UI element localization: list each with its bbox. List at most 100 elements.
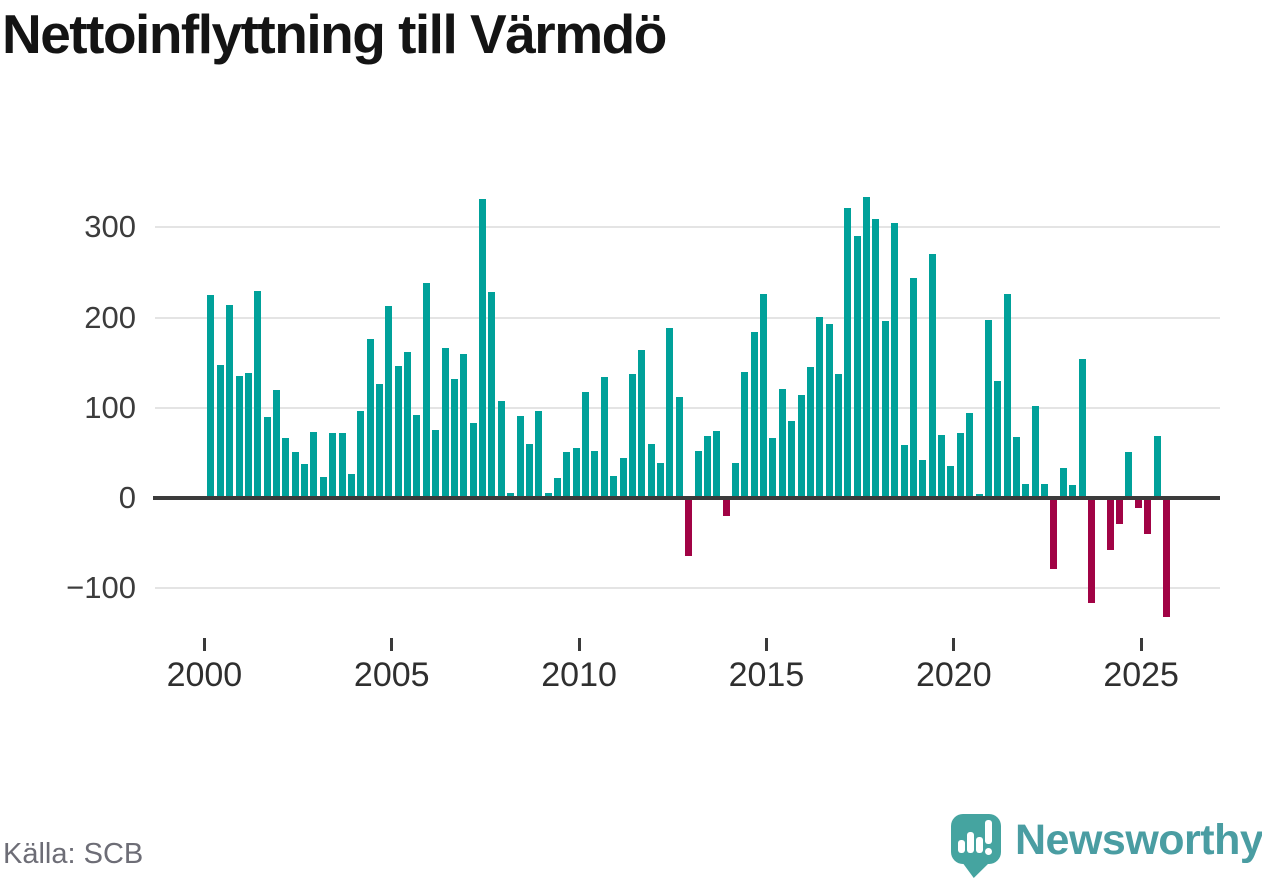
bar <box>825 323 833 498</box>
bar <box>685 498 693 556</box>
x-axis-tick-label: 2010 <box>541 656 617 694</box>
bar <box>994 380 1002 498</box>
bar <box>1069 485 1077 498</box>
bar <box>1059 468 1067 498</box>
bar <box>244 372 252 498</box>
bar <box>507 493 515 498</box>
x-axis-tick <box>390 638 394 651</box>
bar <box>919 460 927 498</box>
bar <box>938 434 946 498</box>
x-axis-tick <box>952 638 956 651</box>
logo-chart-bar-icon <box>967 832 974 853</box>
bar <box>741 371 749 498</box>
logo-exclamation-icon <box>985 820 992 844</box>
bar <box>1078 359 1086 498</box>
bar <box>769 438 777 498</box>
bar <box>282 438 290 498</box>
x-axis-tick-label: 2015 <box>728 656 805 694</box>
bar <box>310 432 318 498</box>
bar <box>778 388 786 498</box>
bar <box>1087 498 1095 603</box>
bar <box>525 443 533 498</box>
bar <box>638 350 646 498</box>
logo-chart-bar-icon <box>976 837 983 853</box>
bar <box>1134 498 1142 508</box>
bar <box>1003 294 1011 498</box>
bar <box>947 465 955 498</box>
bar <box>422 283 430 498</box>
bar <box>497 401 505 498</box>
bar <box>675 396 683 498</box>
bar <box>628 373 636 498</box>
bar <box>1041 484 1049 498</box>
bar <box>591 451 599 498</box>
logo-exclamation-dot-icon <box>985 848 992 855</box>
gridline <box>155 316 1220 319</box>
bar <box>731 462 739 498</box>
x-axis-line <box>153 496 1220 500</box>
newsworthy-logo: Newsworthy <box>951 814 1262 879</box>
bar <box>1144 498 1152 535</box>
bar <box>853 235 861 498</box>
bar <box>479 199 487 498</box>
bar <box>254 290 262 498</box>
bar <box>900 444 908 498</box>
bar <box>460 353 468 498</box>
y-axis-tick-label: 200 <box>84 299 136 335</box>
bar <box>1106 498 1114 551</box>
bar <box>984 320 992 498</box>
bar <box>909 277 917 498</box>
bar <box>1031 405 1039 498</box>
bar <box>563 451 571 498</box>
bar <box>797 395 805 498</box>
bar <box>535 410 543 498</box>
bar <box>760 294 768 498</box>
bar <box>1022 484 1030 498</box>
bar <box>863 196 871 498</box>
bar <box>572 448 580 498</box>
bar <box>432 430 440 498</box>
bar <box>516 415 524 498</box>
bar <box>263 416 271 498</box>
bar <box>835 373 843 498</box>
y-axis-tick-label: 100 <box>84 389 136 425</box>
bar <box>357 410 365 498</box>
bar <box>928 254 936 498</box>
bar <box>441 348 449 498</box>
y-axis-tick-label: 300 <box>84 209 136 245</box>
x-axis-tick <box>764 638 768 651</box>
x-axis-tick-label: 2025 <box>1103 656 1179 694</box>
bar <box>319 477 327 498</box>
bar <box>1162 498 1170 618</box>
bar <box>881 321 889 498</box>
bar <box>1116 498 1124 525</box>
logo-chart-bar-icon <box>958 840 965 853</box>
bar <box>872 219 880 498</box>
y-axis-tick-label: −100 <box>66 570 136 606</box>
bar <box>488 292 496 498</box>
bar <box>666 327 674 498</box>
bar <box>553 478 561 498</box>
bar <box>1125 451 1133 498</box>
bar <box>226 304 234 498</box>
bar <box>272 389 280 498</box>
bar <box>1050 498 1058 570</box>
bar <box>207 295 215 498</box>
gridline <box>155 406 1220 409</box>
bar <box>647 443 655 498</box>
bar <box>450 378 458 498</box>
bar <box>582 391 590 498</box>
bar <box>844 207 852 498</box>
y-axis-tick-label: 0 <box>118 480 136 515</box>
x-axis-tick <box>1139 638 1143 651</box>
bar <box>750 332 758 498</box>
bar <box>291 451 299 498</box>
bar <box>806 367 814 498</box>
bar <box>891 222 899 498</box>
bar <box>544 492 552 498</box>
speech-bubble-tail <box>962 862 990 878</box>
bar <box>413 415 421 498</box>
bar <box>394 366 402 498</box>
x-axis-tick-label: 2020 <box>915 656 992 694</box>
